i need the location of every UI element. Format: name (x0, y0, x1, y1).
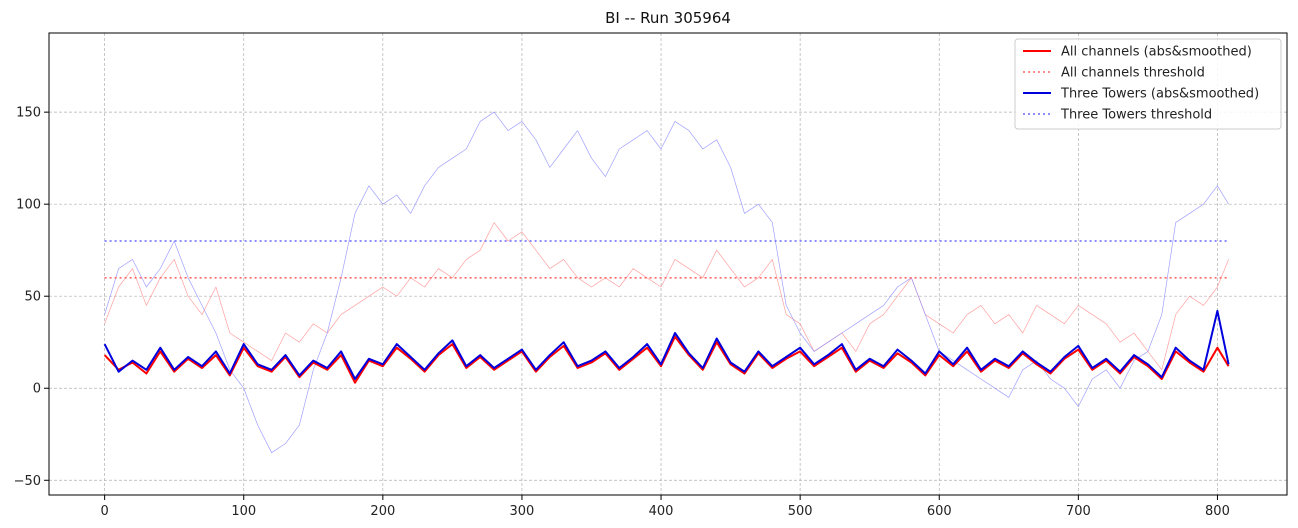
x-tick-label: 500 (788, 504, 813, 519)
y-tick-label: −50 (14, 474, 41, 489)
y-tick-label: 0 (33, 382, 41, 397)
x-tick-label: 600 (927, 504, 952, 519)
x-tick-label: 200 (370, 504, 395, 519)
x-tick-label: 400 (649, 504, 674, 519)
x-tick-label: 100 (231, 504, 256, 519)
y-tick-label: 150 (16, 106, 41, 121)
y-tick-label: 50 (24, 290, 41, 305)
chart-title: BI -- Run 305964 (605, 9, 731, 27)
plot-frame (48, 32, 1288, 496)
series-layer (103, 111, 1230, 454)
y-tick-label: 100 (16, 198, 41, 213)
x-tick-label: 800 (1205, 504, 1230, 519)
series-line (103, 335, 1230, 384)
legend: All channels (abs&smoothed) All channels … (1014, 38, 1282, 130)
legend-box (1014, 38, 1282, 130)
x-tick-label: 0 (100, 504, 108, 519)
series-line (104, 111, 1229, 454)
axes-ticks: 0 100 200 300 400 500 600 700 800 −50 0 50 100 150 (14, 106, 1230, 519)
series-line (104, 222, 1229, 371)
x-tick-label: 700 (1066, 504, 1091, 519)
x-tick-label: 300 (510, 504, 535, 519)
legend-label: Three Towers (abs&smoothed) (1060, 87, 1259, 102)
legend-label: Three Towers threshold (1060, 108, 1212, 123)
legend-label: All channels threshold (1061, 66, 1205, 81)
legend-label: All channels (abs&smoothed) (1061, 45, 1252, 60)
series-line (103, 309, 1230, 380)
